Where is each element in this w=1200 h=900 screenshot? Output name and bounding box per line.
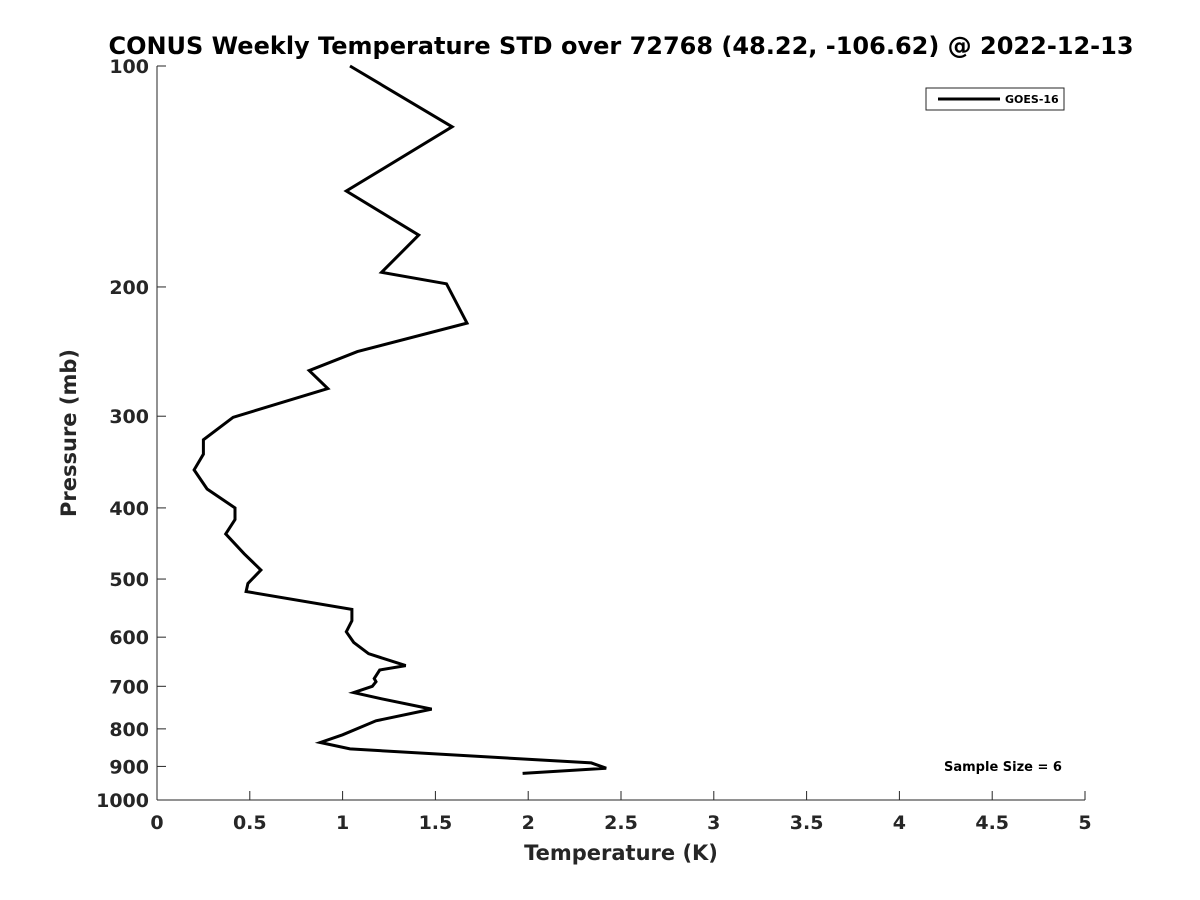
y-tick-label: 1000 (96, 790, 149, 812)
y-tick-label: 400 (109, 498, 149, 520)
y-tick-label: 100 (109, 56, 149, 78)
y-tick-label: 900 (109, 756, 149, 778)
series-line-goes-16 (192, 64, 607, 775)
x-tick-label: 4 (893, 812, 906, 834)
series-layer (192, 64, 607, 775)
chart-title: CONUS Weekly Temperature STD over 72768 … (108, 32, 1133, 60)
x-tick-label: 3 (707, 812, 720, 834)
legend-label-goes-16: GOES-16 (1005, 93, 1059, 106)
y-tick-label: 500 (109, 569, 149, 591)
x-tick-label: 0 (150, 812, 163, 834)
x-tick-label: 4.5 (975, 812, 1009, 834)
x-tick-label: 2.5 (604, 812, 638, 834)
y-tick-label: 300 (109, 406, 149, 428)
x-tick-label: 3.5 (790, 812, 824, 834)
x-tick-label: 2 (522, 812, 535, 834)
y-tick-label: 700 (109, 676, 149, 698)
x-tick-label: 0.5 (233, 812, 267, 834)
y-tick-label: 200 (109, 277, 149, 299)
x-tick-label: 1 (336, 812, 349, 834)
x-tick-label: 1.5 (419, 812, 453, 834)
x-axis-label: Temperature (K) (524, 841, 718, 865)
legend: GOES-16 (925, 87, 1065, 111)
y-tick-label: 600 (109, 627, 149, 649)
ticks: 0 0.5 1 1.5 2 2.5 3 3.5 4 4.5 5 100 200 300 400 500 600 7… (96, 56, 1092, 834)
y-tick-label: 800 (109, 719, 149, 741)
sample-size-annotation: Sample Size = 6 (944, 760, 1062, 775)
y-axis-label: Pressure (mb) (57, 349, 81, 517)
x-tick-label: 5 (1078, 812, 1091, 834)
